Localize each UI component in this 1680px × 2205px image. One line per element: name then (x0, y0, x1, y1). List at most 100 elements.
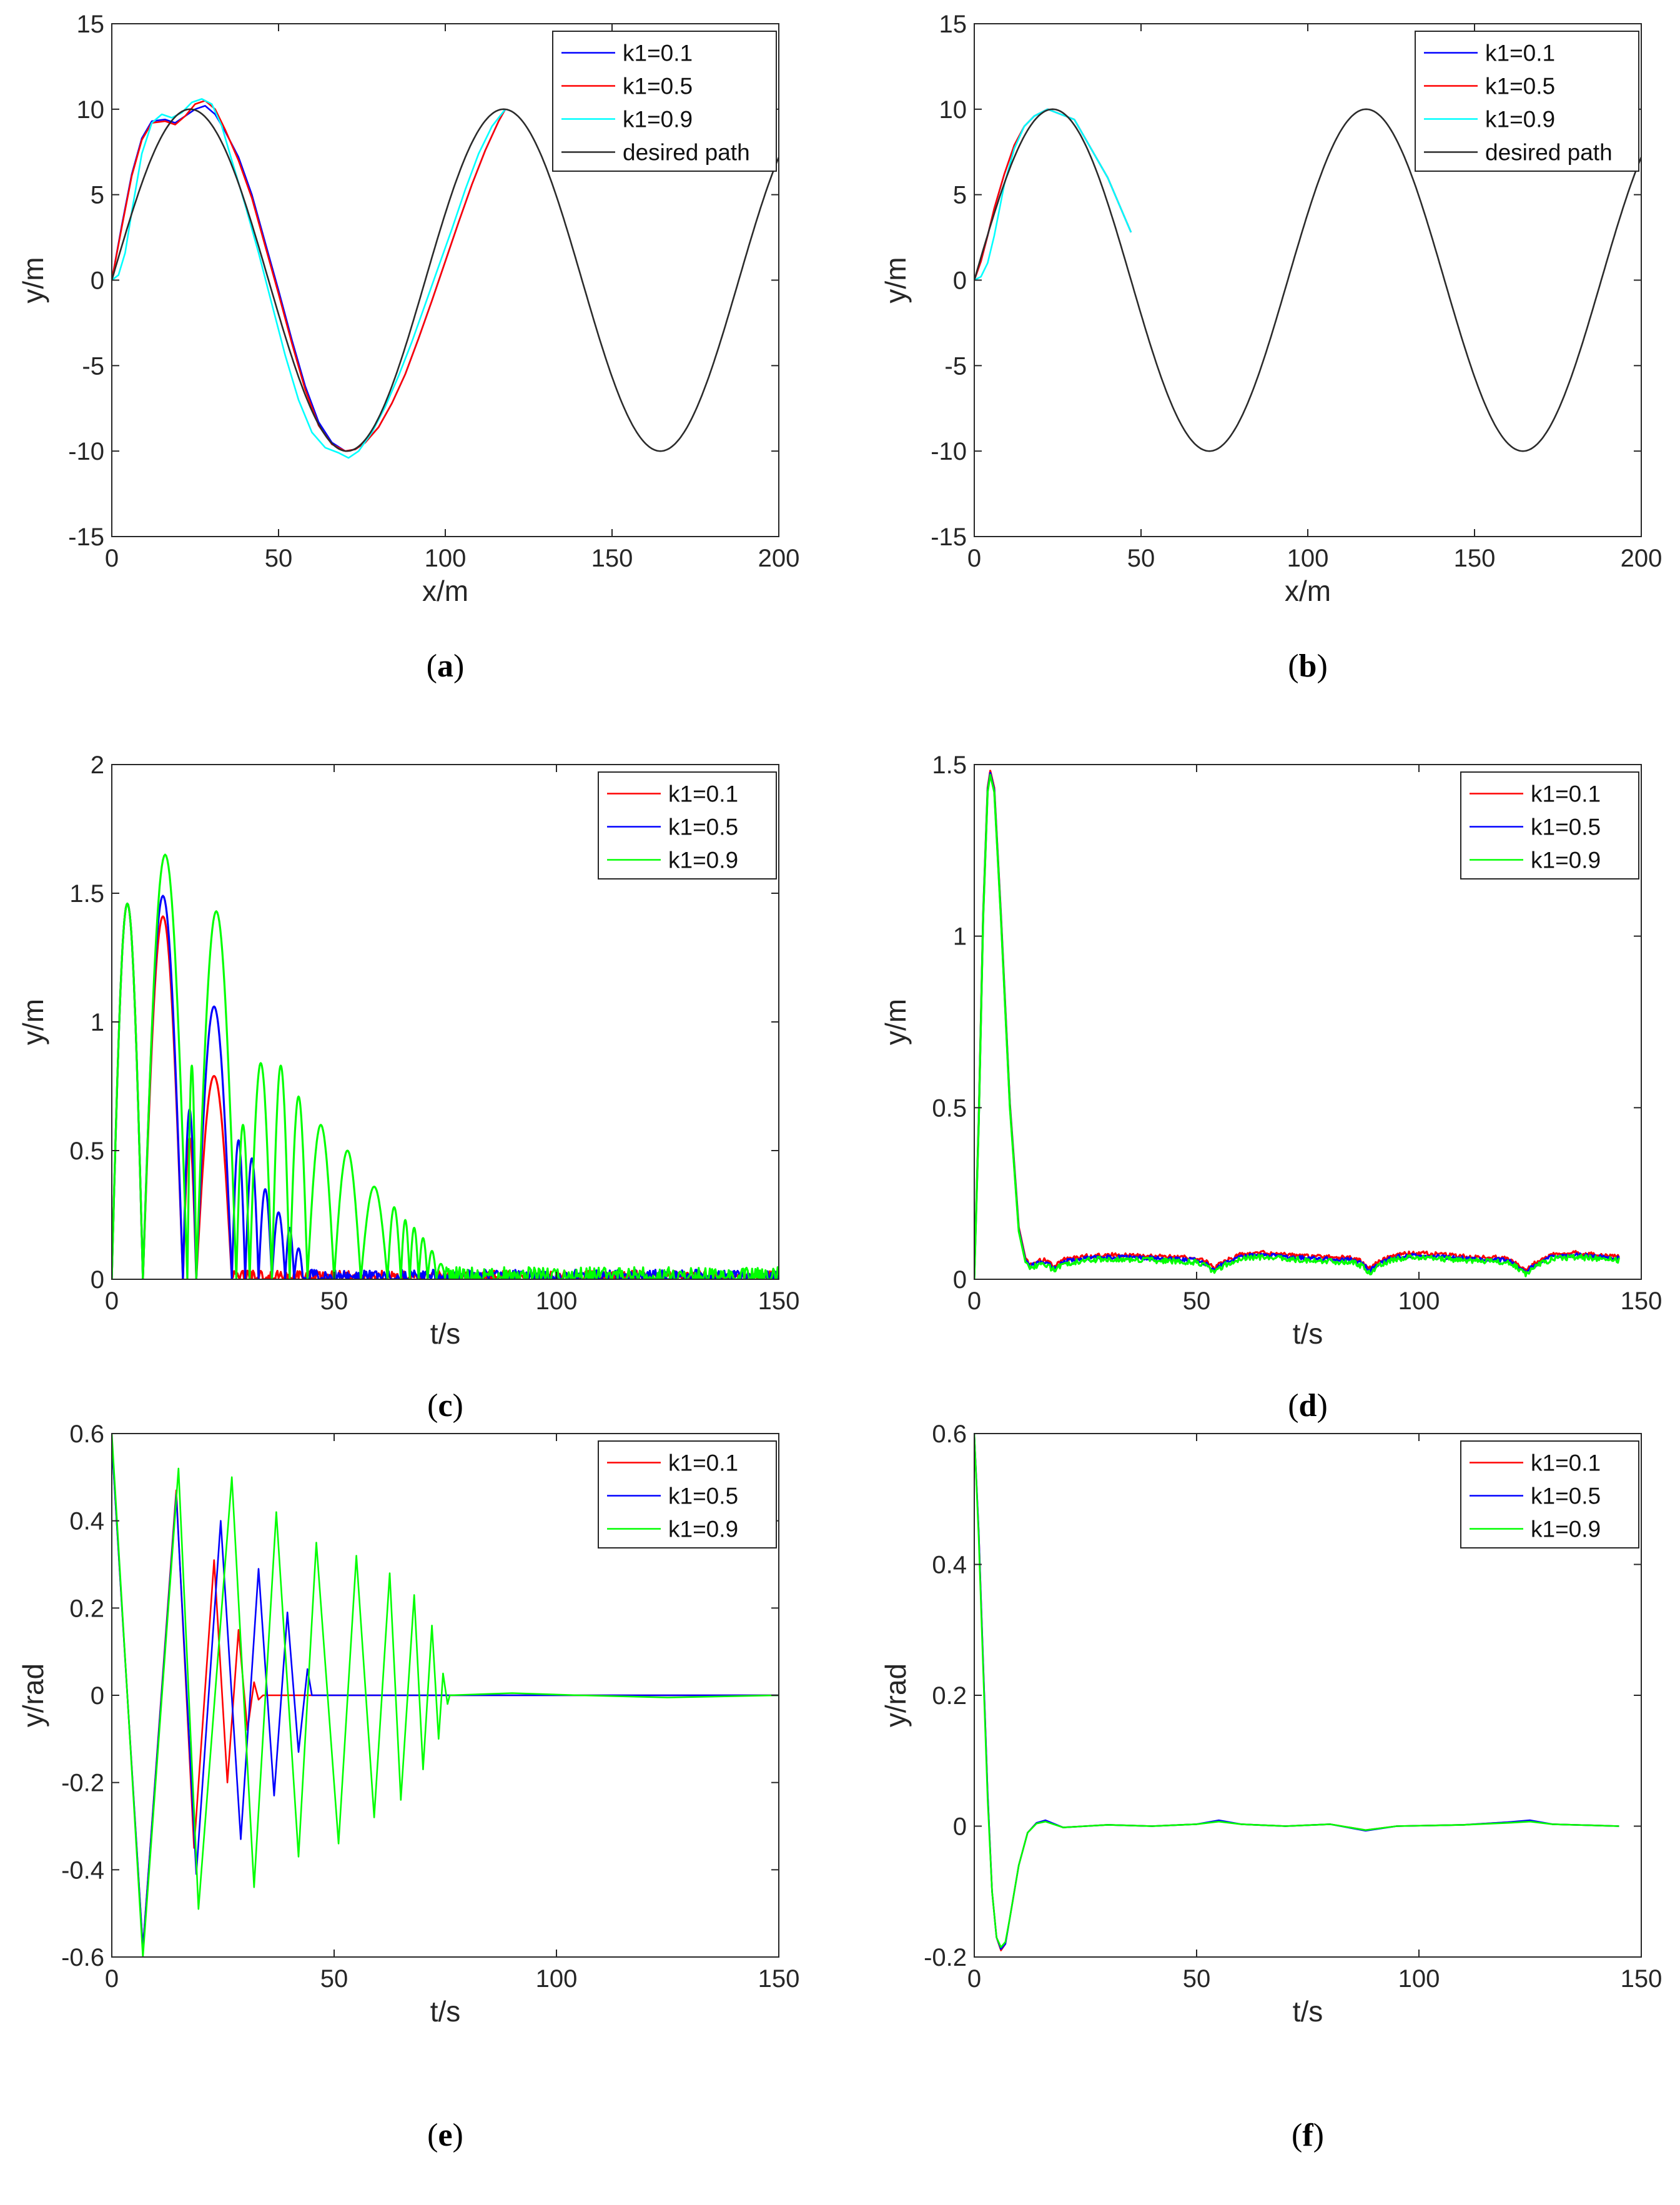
x-tick-label: 150 (758, 1287, 800, 1315)
y-tick-label: 0.2 (69, 1595, 104, 1622)
y-tick-label: -0.4 (61, 1856, 104, 1884)
y-tick-label: -0.2 (61, 1770, 104, 1797)
x-tick-label: 50 (265, 545, 293, 572)
legend-label: k1=0.1 (1531, 781, 1601, 807)
legend-box (598, 771, 777, 880)
legend: k1=0.1 k1=0.5 k1=0.9 desired path (552, 31, 777, 172)
x-tick-label: 0 (105, 1287, 119, 1315)
legend-label: k1=0.9 (668, 1517, 738, 1542)
legend-box (1460, 1440, 1639, 1548)
x-tick-label: 50 (1127, 545, 1155, 572)
chart-c: 0 50 100 15000.511.52t/sy/mk1=0.1k1=0.5k1=0… (17, 751, 799, 1424)
y-tick-label: 2 (91, 751, 104, 779)
y-tick-label: 1.5 (69, 880, 104, 908)
x-tick-label: 50 (1183, 1965, 1211, 1993)
chart-b: 0 50 100 150 200-15-10-5051015x/my/mk1=0.1k1… (879, 11, 1662, 684)
axes-box (974, 764, 1642, 1280)
y-tick-label: -0.2 (924, 1944, 967, 1971)
panel-caption: (d) (1288, 1388, 1328, 1424)
y-tick-label: 0.6 (69, 1420, 104, 1448)
x-axis-label: x/m (1285, 575, 1331, 607)
legend-label: k1=0.9 (1485, 107, 1555, 132)
y-tick-label: 0 (91, 1266, 104, 1294)
legend-label: k1=0.5 (623, 74, 693, 99)
legend-label: k1=0.9 (1531, 1517, 1601, 1542)
y-axis-label: y/rad (879, 1663, 912, 1727)
x-tick-label: 150 (1454, 545, 1496, 572)
y-tick-label: 0.2 (932, 1682, 967, 1710)
y-tick-label: 0.6 (932, 1420, 967, 1448)
legend-box (1460, 771, 1639, 880)
x-tick-label: 100 (1398, 1287, 1440, 1315)
y-axis-label: y/m (879, 257, 912, 303)
series-line-k1-0-5 (112, 894, 779, 1279)
x-axis-label: t/s (1293, 1995, 1323, 2028)
y-tick-label: -5 (944, 352, 967, 380)
panel-caption: (f) (1292, 2118, 1324, 2153)
x-tick-label: 200 (758, 545, 800, 572)
x-tick-label: 100 (1398, 1965, 1440, 1993)
series-line-k1-0-9 (974, 1434, 1619, 1948)
x-axis-label: t/s (430, 1317, 461, 1350)
x-tick-label: 50 (320, 1287, 348, 1315)
y-tick-label: 5 (953, 182, 967, 209)
series-line-k1-0-9 (974, 108, 1132, 281)
legend-label: k1=0.5 (1531, 815, 1601, 840)
series-line-k1-0-9 (112, 853, 779, 1279)
series-line-desired-path (974, 108, 1641, 452)
series-line-k1-0-9 (112, 98, 506, 459)
y-tick-label: 0.4 (932, 1552, 967, 1579)
legend-label: k1=0.5 (1531, 1484, 1601, 1509)
x-tick-label: 200 (1621, 545, 1663, 572)
legend-label: k1=0.5 (1485, 74, 1555, 99)
y-tick-label: 0.4 (69, 1508, 104, 1535)
legend-label: k1=0.1 (1485, 41, 1555, 66)
chart-e: 0 50 100 150 -0.6 -0.4 -0.2 0 0.2 0.4 0.6 t/s y/rad k… (17, 1420, 799, 2153)
legend-box (552, 31, 777, 172)
series-group (974, 1434, 1619, 1951)
legend: k1=0.1 k1=0.5 k1=0.9 (598, 771, 777, 880)
y-tick-label: -15 (931, 523, 967, 551)
y-tick-label: -5 (82, 352, 104, 380)
y-tick-label: 10 (939, 96, 967, 124)
y-tick-label: 0 (953, 1813, 967, 1841)
legend: k1=0.1 k1=0.5 k1=0.9 (1460, 771, 1639, 880)
y-tick-label: 1.5 (932, 751, 967, 779)
chart-d: 0 50 100 15000.511.5t/sy/mk1=0.1k1=0.5k1=0.… (879, 751, 1662, 1424)
legend-label: k1=0.1 (623, 41, 693, 66)
series-line-k1-0-9 (974, 773, 1620, 1279)
legend-label: k1=0.9 (1531, 848, 1601, 873)
x-axis-label: x/m (422, 575, 468, 607)
panel-caption: (c) (427, 1388, 463, 1424)
x-tick-label: 150 (591, 545, 633, 572)
y-tick-label: -10 (931, 438, 967, 465)
x-tick-label: 0 (105, 1965, 119, 1993)
x-axis-label: t/s (1293, 1317, 1323, 1350)
x-tick-label: 100 (425, 545, 467, 572)
legend-label: k1=0.1 (668, 1450, 738, 1476)
y-tick-label: 15 (77, 11, 105, 38)
x-tick-label: 150 (1621, 1965, 1663, 1993)
series-line-desired-path (112, 108, 779, 452)
legend: k1=0.1 k1=0.5 k1=0.9 (1460, 1440, 1639, 1548)
legend: k1=0.1 k1=0.5 k1=0.9 desired path (1415, 31, 1639, 172)
x-tick-label: 150 (1621, 1287, 1663, 1315)
panel-caption: (b) (1288, 648, 1328, 684)
series-group (974, 770, 1620, 1279)
legend-label: desired path (1485, 140, 1613, 166)
x-tick-label: 50 (1183, 1287, 1211, 1315)
x-tick-label: 0 (967, 1287, 981, 1315)
y-tick-label: -10 (68, 438, 104, 465)
legend-label: desired path (623, 140, 750, 166)
x-tick-label: 100 (536, 1287, 578, 1315)
x-tick-label: 100 (536, 1965, 578, 1993)
series-group (112, 98, 779, 459)
legend-label: k1=0.5 (668, 815, 738, 840)
series-group (112, 1434, 779, 1957)
panel-caption: (a) (427, 648, 465, 684)
y-tick-label: 0 (91, 1682, 104, 1710)
y-tick-label: 0 (953, 1266, 967, 1294)
chart-a: 0 50 100 150 200-15-10-5051015x/my/mk1=0.1k1… (17, 11, 799, 684)
series-line-k1-0-9 (112, 1434, 779, 1957)
legend-label: k1=0.9 (668, 848, 738, 873)
